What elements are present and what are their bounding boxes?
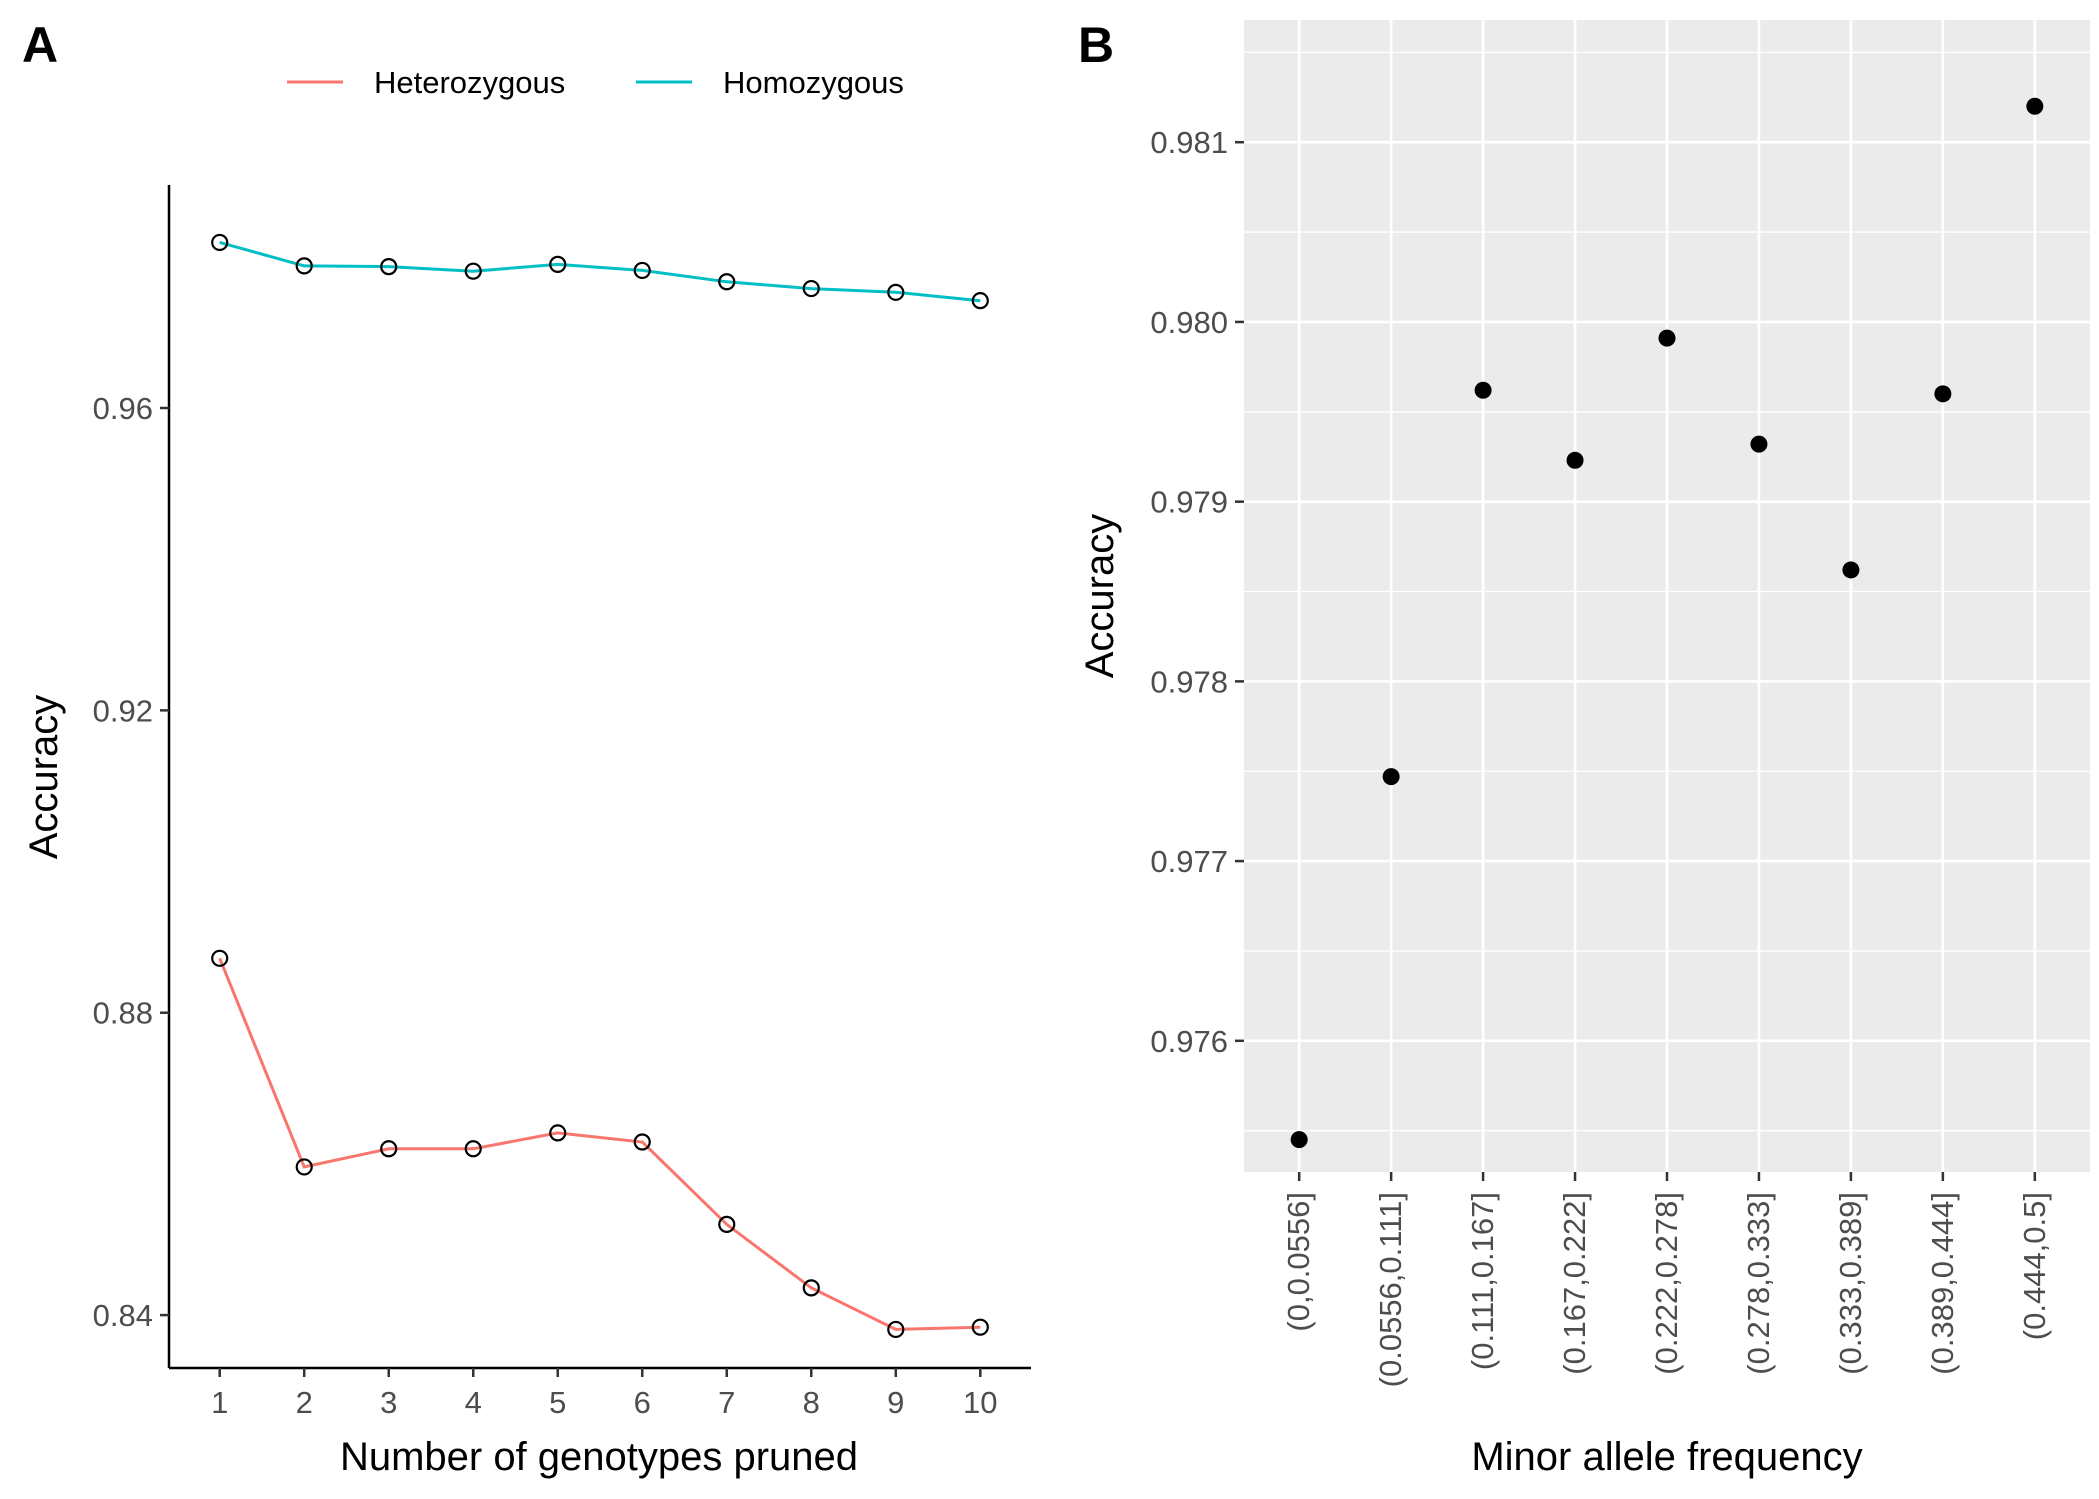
y-tick-label-b-5: 0.981: [1150, 125, 1228, 160]
point-heterozygous-8: [802, 1279, 820, 1297]
y-tick-label-b-2: 0.978: [1150, 664, 1228, 699]
x-tick-label-b-7: (0.389,0.444]: [1925, 1192, 1960, 1375]
series-line-homozygous: [219, 240, 981, 303]
point-b-6: [1842, 561, 1860, 579]
point-heterozygous-9: [887, 1320, 905, 1339]
y-tick-label-a-3: 0.96: [93, 391, 153, 426]
point-heterozygous-7: [718, 1215, 736, 1233]
point-homozygous-6: [633, 261, 651, 280]
point-heterozygous-10: [971, 1318, 989, 1336]
x-tick-label-a-5: 6: [634, 1385, 651, 1420]
y-axis-title-a: Accuracy: [22, 695, 66, 860]
points-b: [1290, 97, 2044, 1149]
y-tick-label-b-3: 0.979: [1150, 485, 1228, 520]
point-homozygous-4: [464, 262, 482, 280]
x-tick-label-b-5: (0.278,0.333]: [1741, 1192, 1776, 1375]
x-tick-label-b-2: (0.111,0.167]: [1465, 1192, 1500, 1370]
plot-area-a: [211, 233, 989, 1339]
gridlines-b: [1244, 20, 2090, 1172]
point-heterozygous-6: [633, 1133, 651, 1151]
point-homozygous-1: [211, 233, 229, 252]
point-homozygous-10: [971, 292, 989, 310]
point-b-4: [1658, 329, 1676, 347]
x-tick-label-a-8: 9: [887, 1385, 904, 1420]
x-tick-label-a-6: 7: [718, 1385, 735, 1420]
point-b-2: [1474, 381, 1492, 399]
x-tick-label-b-4: (0.222,0.278]: [1649, 1192, 1684, 1375]
y-ticks-b: 0.976 0.977 0.978 0.979 0.980 0.981: [1150, 125, 1244, 1059]
x-tick-label-a-9: 10: [963, 1385, 997, 1420]
y-ticks-a: 0.84 0.88 0.92 0.96: [93, 391, 169, 1333]
point-b-8: [2026, 97, 2044, 115]
panel-a-letter: A: [22, 17, 58, 73]
panel-b-letter: B: [1078, 17, 1114, 73]
y-tick-label-a-1: 0.88: [93, 996, 153, 1031]
point-b-7: [1934, 385, 1952, 403]
x-tick-label-a-4: 5: [549, 1385, 566, 1420]
y-tick-label-a-0: 0.84: [93, 1298, 153, 1333]
x-axis-title-b: Minor allele frequency: [1471, 1435, 1862, 1479]
x-tick-label-b-3: (0.167,0.222]: [1557, 1192, 1592, 1375]
point-b-1: [1382, 768, 1400, 786]
point-homozygous-3: [380, 258, 398, 276]
legend: Heterozygous Homozygous: [287, 65, 904, 100]
x-axis-title-a: Number of genotypes pruned: [340, 1435, 858, 1479]
point-heterozygous-3: [380, 1140, 398, 1158]
x-tick-label-b-8: (0.444,0.5]: [2017, 1192, 2052, 1340]
y-tick-label-b-1: 0.977: [1150, 844, 1228, 879]
point-heterozygous-1: [211, 949, 229, 967]
legend-label-heterozygous: Heterozygous: [374, 65, 565, 100]
point-b-3: [1566, 451, 1584, 469]
point-homozygous-5: [549, 255, 567, 273]
point-heterozygous-4: [464, 1140, 482, 1158]
x-tick-label-a-3: 4: [465, 1385, 482, 1420]
series-line-heterozygous: [218, 957, 981, 1331]
y-tick-label-b-0: 0.976: [1150, 1024, 1228, 1059]
y-tick-label-a-2: 0.92: [93, 693, 153, 728]
panel-b: B 0.976 0.977 0.978 0.979 0.980 0.981 (0,0.05…: [1078, 17, 2090, 1479]
point-b-5: [1750, 435, 1768, 453]
x-tick-label-b-0: (0,0.0556]: [1281, 1192, 1316, 1332]
point-homozygous-8: [802, 279, 820, 298]
x-tick-label-b-1: (0.0556,0.111]: [1373, 1192, 1408, 1387]
x-tick-label-a-0: 1: [211, 1385, 228, 1420]
x-tick-label-a-1: 2: [296, 1385, 313, 1420]
point-heterozygous-2: [295, 1158, 313, 1176]
point-homozygous-9: [887, 283, 905, 301]
panel-a: A Heterozygous Homozygous 0.840.880.920.…: [22, 17, 1031, 1479]
x-tick-label-a-2: 3: [380, 1385, 397, 1420]
x-ticks-a: 1 2 3 4 5 6 7 8 9 10: [211, 1368, 998, 1420]
point-homozygous-7: [718, 273, 736, 291]
x-ticks-b: (0,0.0556] (0.0556,0.111] (0.111,0.167] (0.…: [1281, 1172, 2052, 1387]
point-b-0: [1290, 1131, 1308, 1149]
x-tick-label-b-6: (0.333,0.389]: [1833, 1192, 1868, 1375]
y-axis-title-b: Accuracy: [1078, 514, 1122, 679]
point-heterozygous-5: [549, 1124, 567, 1142]
x-tick-label-a-7: 8: [803, 1385, 820, 1420]
legend-label-homozygous: Homozygous: [723, 65, 904, 100]
point-homozygous-2: [295, 257, 313, 275]
y-tick-label-b-4: 0.980: [1150, 305, 1228, 340]
